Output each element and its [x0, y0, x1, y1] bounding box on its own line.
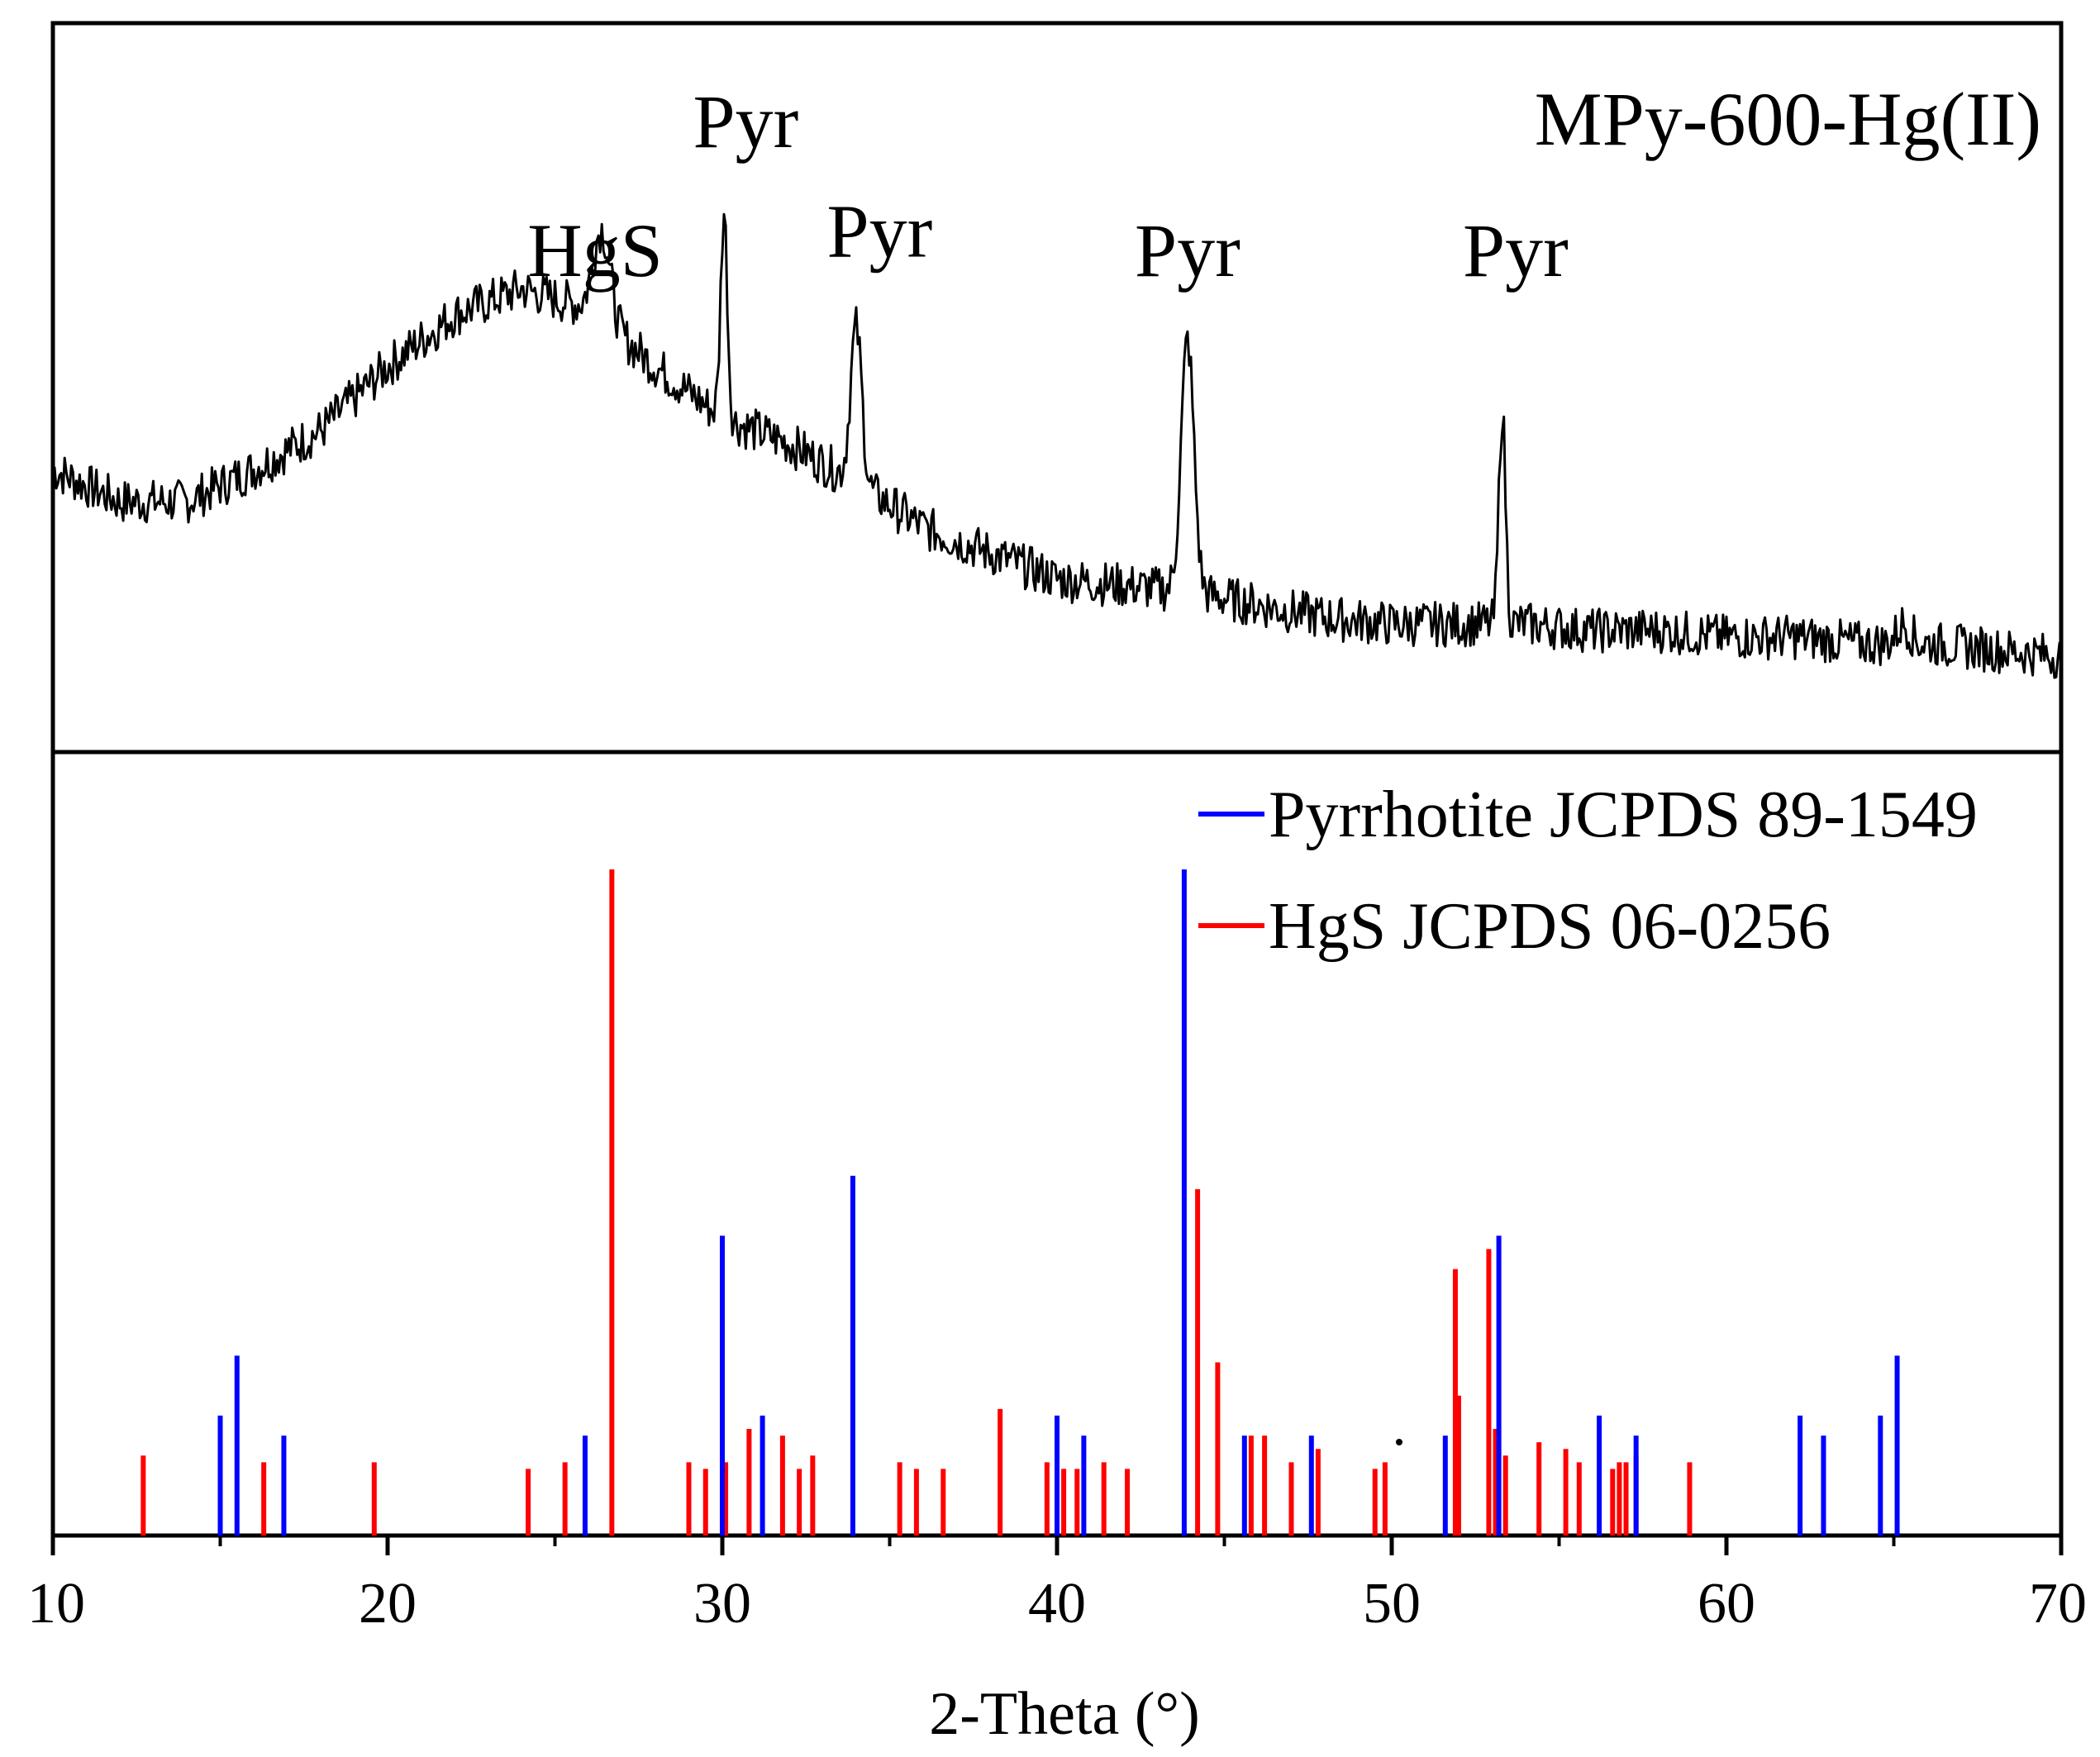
x-tick-label-50: 50 [1363, 1572, 1421, 1636]
peak-label-pyr-4: Pyr [1463, 208, 1569, 293]
peak-label-pyr-1: Pyr [693, 79, 798, 164]
legend-label-pyrrhotite: Pyrrhotite JCPDS 89-1549 [1269, 779, 1978, 851]
legend: Pyrrhotite JCPDS 89-1549 HgS JCPDS 06-02… [1198, 779, 1978, 963]
x-axis-label: 2-Theta (°) [929, 1680, 1199, 1748]
x-tick-label-70: 70 [2029, 1572, 2087, 1636]
reference-sticks [140, 869, 1900, 1536]
chart-title: MPy-600-Hg(II) [1535, 77, 2041, 161]
peak-annotations: HgS Pyr Pyr Pyr Pyr [527, 79, 1568, 293]
x-tick-label-30: 30 [693, 1572, 751, 1636]
peak-label-hgs-0: HgS [527, 208, 663, 293]
x-axis: 10 20 30 40 50 60 70 [27, 1536, 2087, 1636]
peak-label-pyr-2: Pyr [826, 189, 932, 274]
legend-label-hgs: HgS JCPDS 06-0256 [1269, 890, 1831, 963]
peak-label-pyr-3: Pyr [1135, 208, 1240, 293]
x-tick-label-40: 40 [1028, 1572, 1086, 1636]
x-tick-label-10: 10 [27, 1572, 85, 1636]
stray-dot [1396, 1439, 1402, 1445]
xrd-pattern-line [51, 212, 2063, 679]
x-tick-label-60: 60 [1698, 1572, 1755, 1636]
x-tick-label-20: 20 [359, 1572, 417, 1636]
